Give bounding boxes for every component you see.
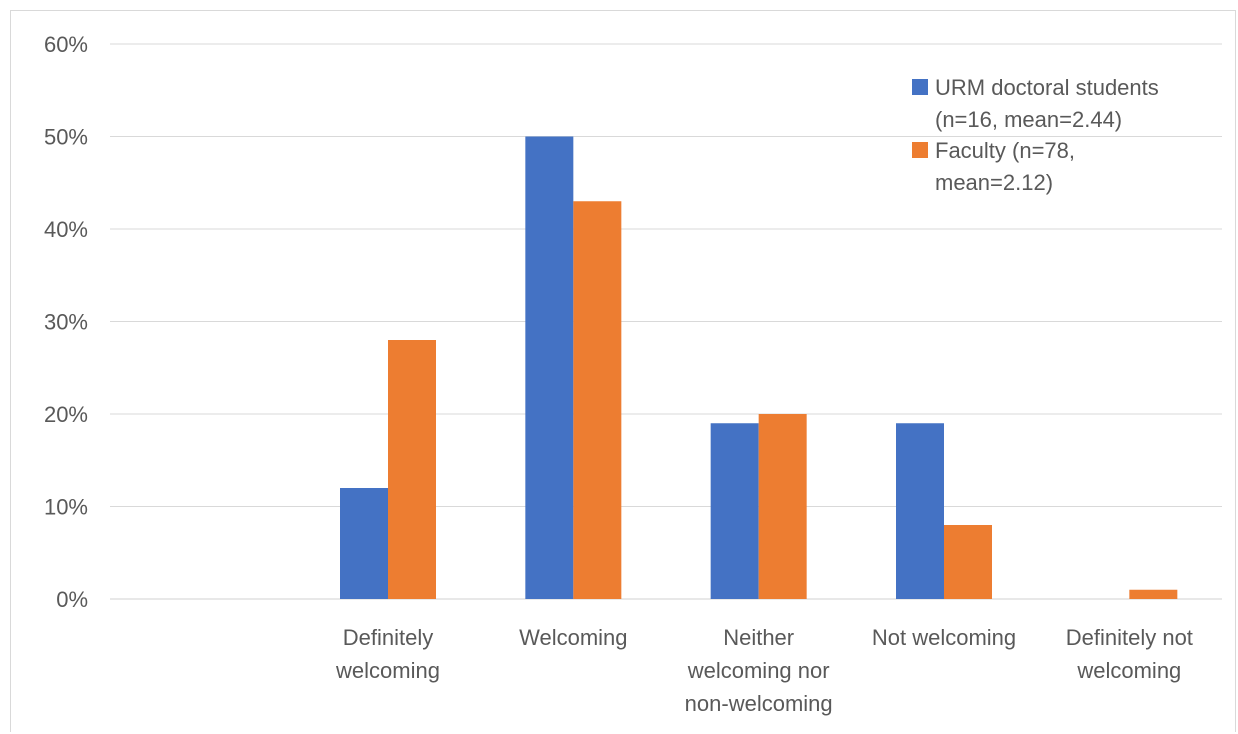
x-category-label: Definitely (343, 625, 433, 650)
gridlines (110, 43, 1222, 600)
x-category-label: Neither (723, 625, 794, 650)
x-axis-category-labels: Definitely welcoming Welcoming Neither welco… (335, 625, 1193, 716)
bar-series1-cat5 (1129, 589, 1178, 599)
bar-series1-cat3 (758, 414, 807, 599)
x-category-label: non-welcoming (685, 691, 833, 716)
chart-frame (10, 10, 1236, 732)
bar-series1-cat4 (944, 525, 992, 599)
bar-series1-cat1 (388, 340, 436, 599)
y-tick-label: 60% (44, 32, 88, 57)
y-tick-label: 50% (44, 125, 88, 150)
legend-entry-label: Faculty (n=78, (935, 138, 1075, 163)
legend-swatch (912, 79, 928, 95)
y-axis-tick-labels: 0% 10% 20% 30% 40% 50% 60% (44, 32, 88, 612)
bar-series0-cat4 (896, 423, 944, 599)
bar-series1-cat2 (573, 201, 622, 599)
x-category-label: welcoming (1076, 658, 1181, 683)
x-category-label: welcoming nor (687, 658, 830, 683)
bar-series0-cat3 (710, 423, 759, 599)
legend-swatch (912, 142, 928, 158)
bars (340, 136, 1178, 599)
x-category-label: Definitely not (1066, 625, 1193, 650)
y-tick-label: 30% (44, 310, 88, 335)
x-category-label: Not welcoming (872, 625, 1016, 650)
y-tick-label: 40% (44, 217, 88, 242)
bar-series0-cat2 (525, 136, 574, 599)
bar-series0-cat1 (340, 488, 388, 599)
y-tick-label: 20% (44, 402, 88, 427)
x-category-label: Welcoming (519, 625, 627, 650)
x-category-label: welcoming (335, 658, 440, 683)
legend-entry-label: mean=2.12) (935, 170, 1053, 195)
legend-entry-label: (n=16, mean=2.44) (935, 107, 1122, 132)
y-tick-label: 0% (56, 587, 88, 612)
y-tick-label: 10% (44, 495, 88, 520)
legend-entry-label: URM doctoral students (935, 75, 1159, 100)
legend: URM doctoral students (n=16, mean=2.44) Fa… (912, 75, 1159, 195)
